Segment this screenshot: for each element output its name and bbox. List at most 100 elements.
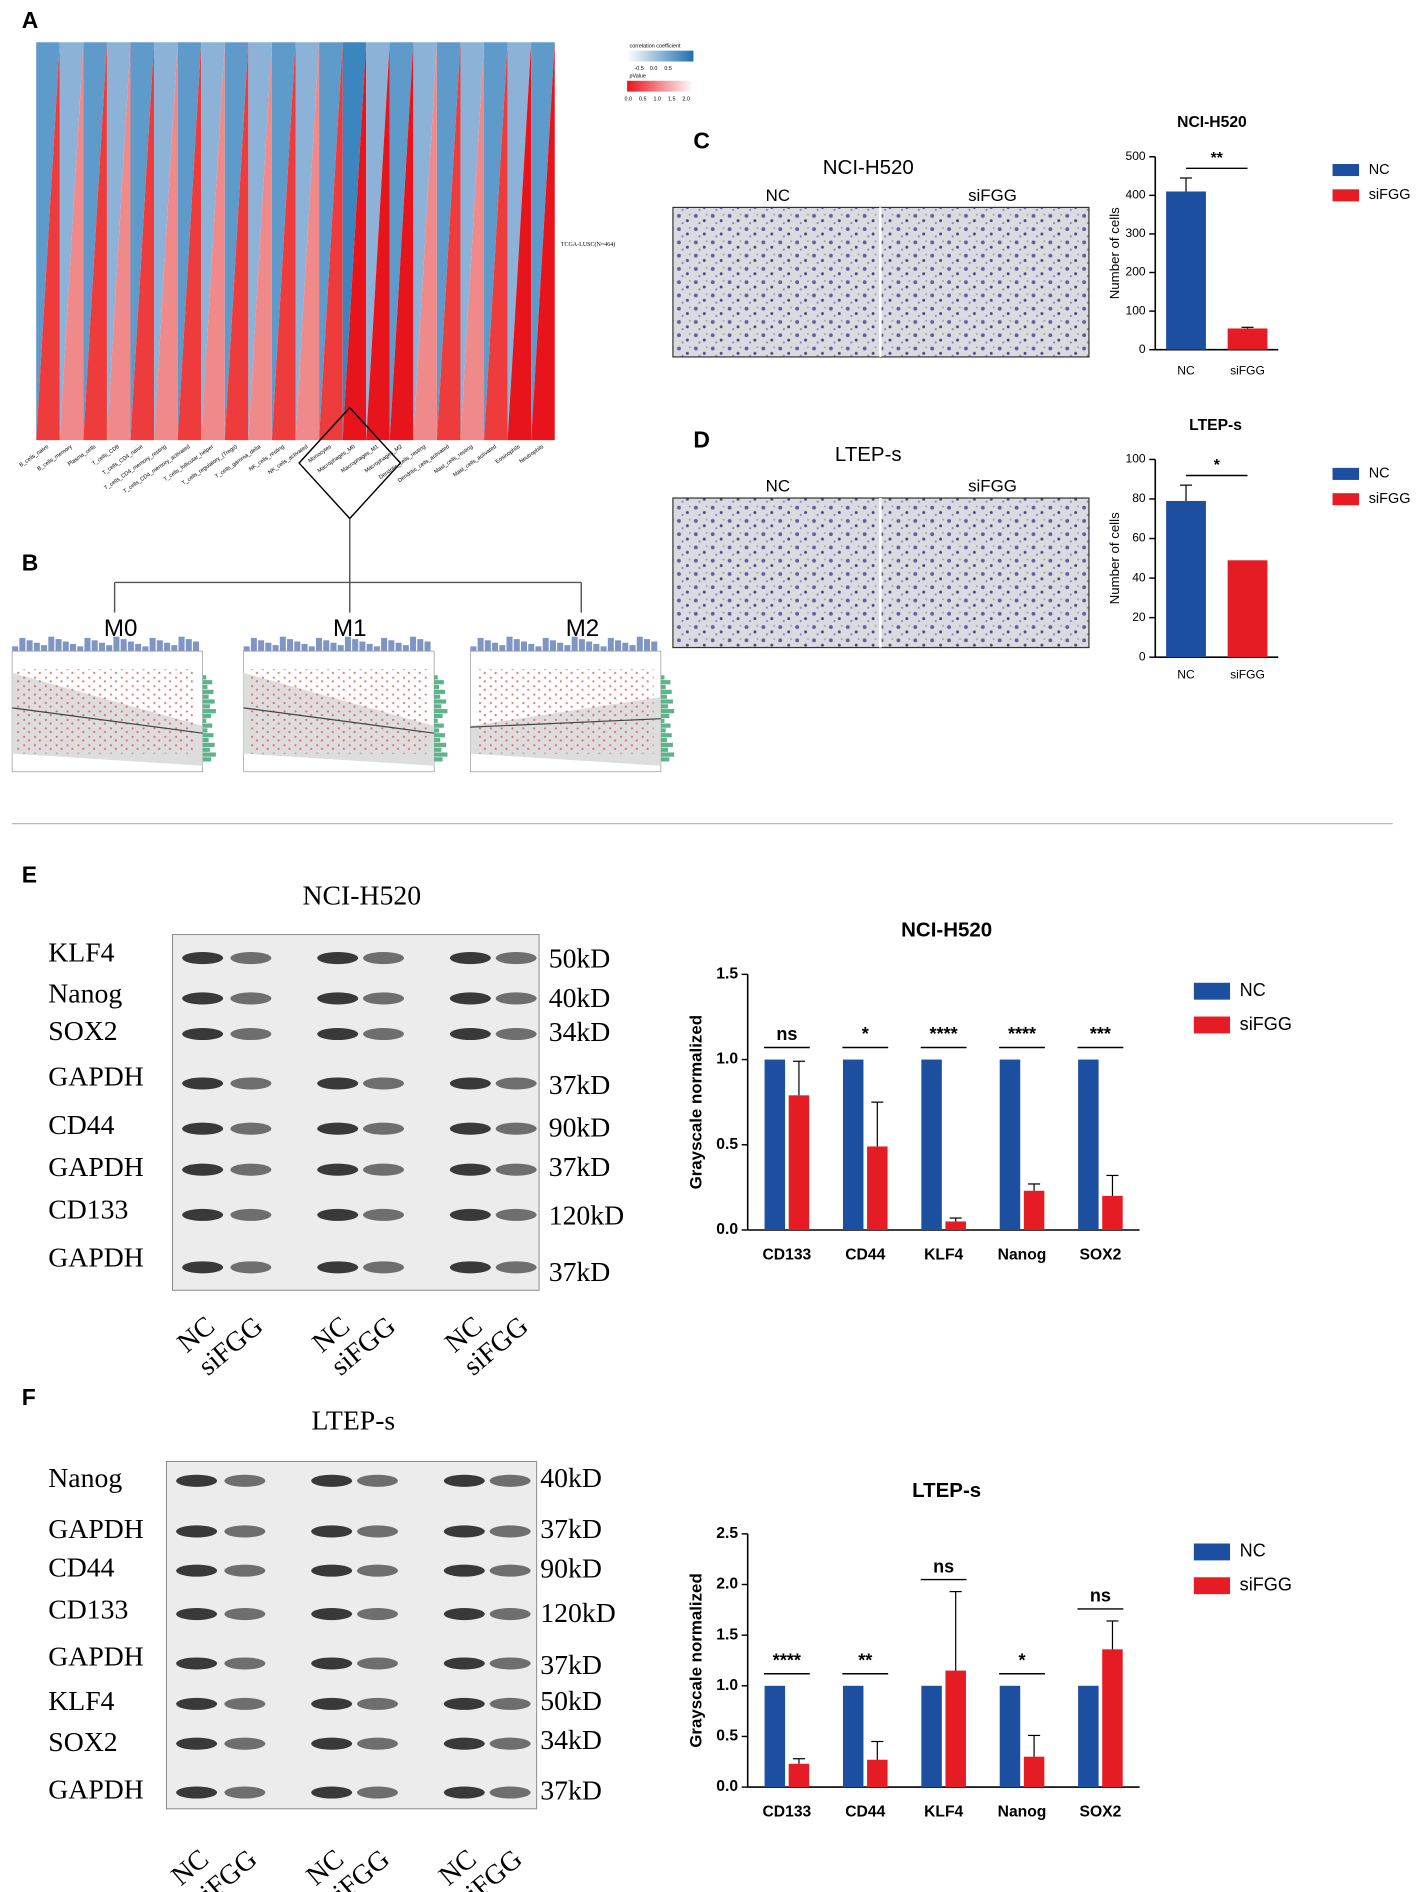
heatmap-lower — [271, 42, 296, 441]
significance-label: *** — [1090, 1024, 1112, 1044]
subpanel-title: M0 — [104, 615, 138, 642]
x-tick-label: CD133 — [763, 1804, 812, 1821]
histogram-decor — [381, 637, 388, 652]
blot-band — [230, 1122, 272, 1135]
cohort-label: TCGA-LUSC(N=464) — [561, 241, 616, 248]
histogram-decor — [434, 733, 446, 738]
x-tick-label: CD44 — [845, 1246, 885, 1263]
histogram-decor — [62, 641, 69, 652]
legend-tick: 0.0 — [650, 66, 658, 72]
histogram-decor — [660, 718, 665, 723]
protein-label: Nanog — [48, 1462, 122, 1493]
heatmap-lower — [319, 42, 343, 441]
histogram-decor — [484, 640, 491, 652]
histogram-decor — [323, 640, 330, 652]
histogram-decor — [192, 641, 200, 652]
histogram-decor — [542, 637, 549, 652]
histogram-decor — [178, 636, 185, 652]
histogram-decor — [564, 645, 571, 652]
histogram-decor — [615, 640, 622, 652]
panel-label: B — [22, 549, 39, 575]
histogram-decor — [660, 699, 673, 704]
protein-label: SOX2 — [48, 1015, 117, 1046]
legend-label: NC — [1369, 162, 1390, 178]
histogram-decor — [202, 694, 209, 699]
histogram-decor — [660, 733, 672, 738]
histogram-decor — [660, 713, 670, 719]
blot-band — [311, 1608, 353, 1621]
condition-label: NC — [766, 477, 790, 496]
y-tick-label: 200 — [1126, 265, 1146, 279]
protein-label: GAPDH — [48, 1641, 144, 1672]
significance-label: ** — [858, 1650, 873, 1670]
panel-label: E — [22, 862, 37, 888]
protein-label: GAPDH — [48, 1773, 144, 1804]
size-label: 34kD — [549, 1016, 611, 1047]
subpanel-title: M2 — [566, 615, 599, 642]
histogram-decor — [301, 643, 308, 652]
protein-label: CD133 — [48, 1594, 128, 1625]
legend-swatch — [1193, 1577, 1231, 1595]
blot-band — [363, 1027, 405, 1041]
blot-band — [182, 952, 224, 965]
blot-band — [495, 1027, 537, 1041]
legend-tick: 2.0 — [682, 96, 690, 102]
condition-label: NC — [766, 186, 790, 205]
bar — [1166, 191, 1206, 350]
histogram-decor — [202, 699, 215, 704]
histogram-decor — [434, 680, 444, 685]
protein-label: GAPDH — [48, 1061, 144, 1092]
histogram-decor — [202, 689, 214, 694]
histogram-decor — [352, 639, 359, 652]
y-tick-label: 1.0 — [716, 1051, 738, 1068]
size-label: 37kD — [540, 1774, 602, 1805]
heatmap-upper — [248, 42, 272, 441]
y-tick-label: 40 — [1132, 570, 1146, 584]
histogram-decor — [202, 684, 208, 690]
blot-band — [317, 952, 359, 965]
bar — [999, 1059, 1021, 1230]
blot-frame — [165, 1461, 538, 1810]
y-tick-label: 1.5 — [716, 1626, 738, 1643]
blot-band — [356, 1697, 398, 1710]
blot-band — [443, 1564, 485, 1577]
blot-band — [443, 1525, 485, 1538]
histogram-decor — [660, 704, 669, 709]
blot-band — [449, 1077, 491, 1090]
blot-band — [495, 952, 537, 965]
histogram-decor — [106, 645, 113, 652]
cell-name: T_cells_CD4_naive — [102, 444, 145, 476]
bar — [1102, 1649, 1123, 1788]
blot-band — [489, 1608, 531, 1621]
legend-label: NC — [1369, 466, 1390, 482]
blot-band — [317, 1208, 359, 1221]
cell-name: Mast_cells_activated — [452, 444, 497, 478]
legend-tick: 1.0 — [653, 96, 661, 102]
histogram-decor — [660, 709, 675, 714]
blot-band — [449, 1261, 491, 1274]
bar — [764, 1059, 786, 1230]
legend-label: siFGG — [1240, 1574, 1292, 1594]
histogram-decor — [660, 694, 667, 699]
blot-band — [176, 1697, 218, 1710]
y-axis-label: Grayscale normalized — [686, 1015, 705, 1189]
legend-label: siFGG — [1369, 491, 1411, 507]
blot-band — [317, 1077, 359, 1090]
bar — [1227, 560, 1268, 658]
panel-label: A — [22, 7, 39, 33]
blot-band — [443, 1737, 485, 1750]
blot-band — [311, 1474, 353, 1487]
blot-band — [489, 1564, 531, 1577]
blot-band — [176, 1737, 218, 1750]
blot-band — [224, 1474, 266, 1487]
size-label: 120kD — [540, 1597, 615, 1628]
histogram-decor — [470, 646, 477, 652]
blot-band — [489, 1474, 531, 1487]
point-cloud — [16, 669, 196, 754]
blot-band — [176, 1474, 218, 1487]
y-tick-label: 20 — [1132, 610, 1146, 624]
histogram-decor — [113, 636, 120, 652]
blot-band — [449, 1163, 491, 1176]
blot-band — [363, 952, 405, 965]
blot-band — [176, 1608, 218, 1621]
